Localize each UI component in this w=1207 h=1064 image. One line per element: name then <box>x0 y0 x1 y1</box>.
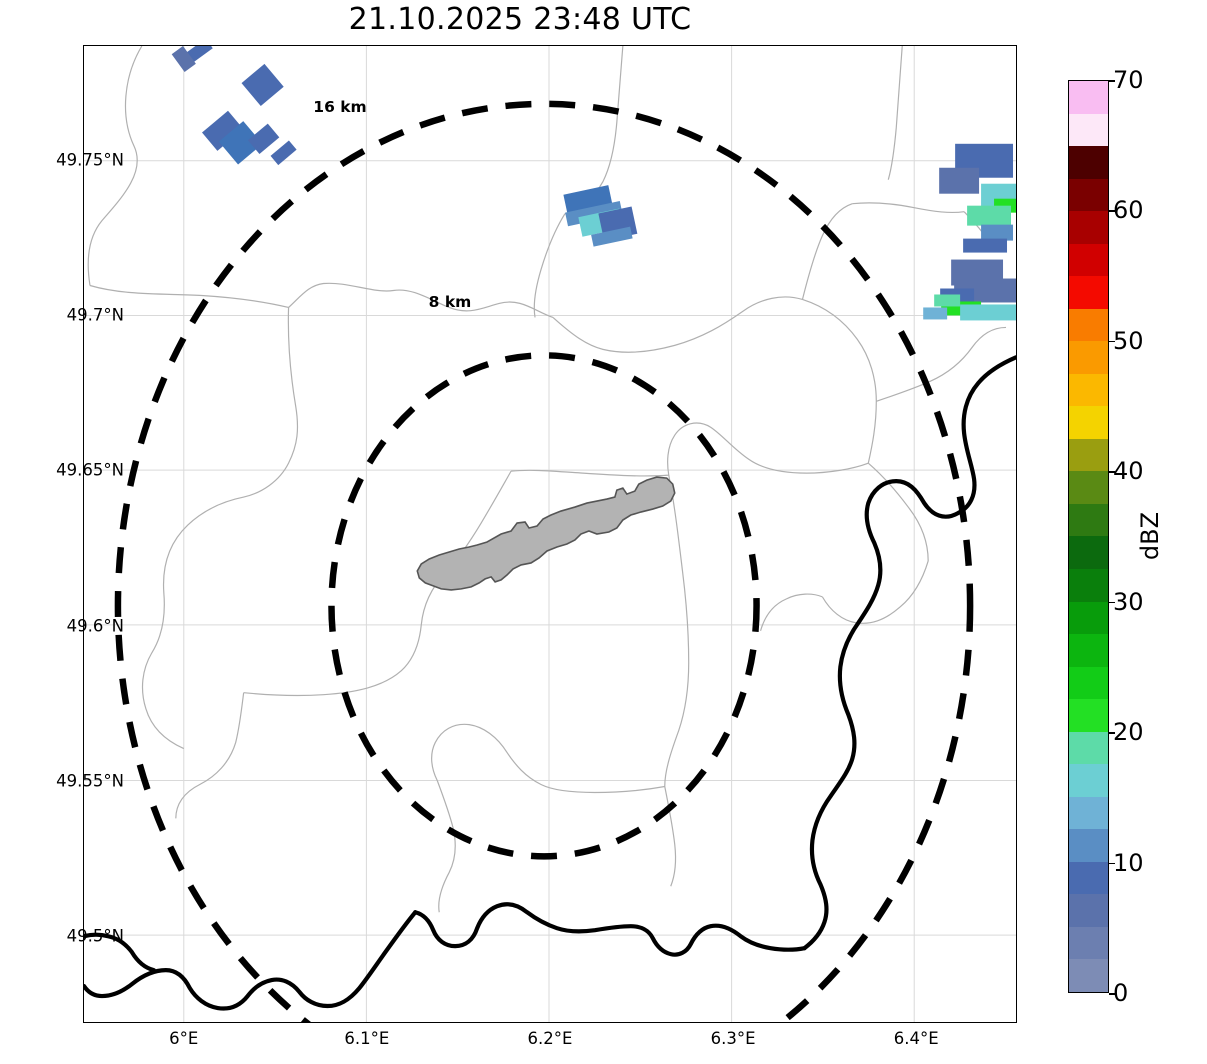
colorbar-band <box>1069 211 1108 244</box>
colorbar-band <box>1069 894 1108 927</box>
admin-boundaries <box>87 46 1007 913</box>
colorbar-tick: 60 <box>1113 196 1144 225</box>
colorbar-axis-label: dBZ <box>1136 511 1164 561</box>
colorbar-tick-mark <box>1109 993 1115 995</box>
y-axis-tick: 49.6°N <box>66 616 124 636</box>
colorbar-band <box>1069 926 1108 960</box>
range-ring-8km <box>328 352 760 860</box>
colorbar-band <box>1069 796 1108 830</box>
colorbar-tick-mark <box>1109 471 1115 473</box>
radar-echo-cell <box>923 307 948 320</box>
colorbar-tick: 30 <box>1113 587 1144 616</box>
radar-echo-cell <box>981 224 1014 241</box>
map-plot-area[interactable] <box>83 45 1017 1023</box>
radar-echo-cell <box>241 63 284 107</box>
colorbar-band <box>1069 146 1108 179</box>
colorbar-tick-mark <box>1109 210 1115 213</box>
colorbar-tick: 20 <box>1113 718 1144 747</box>
colorbar-band <box>1069 276 1108 309</box>
radar-echo-cell <box>247 123 280 155</box>
colorbar-band <box>1069 699 1108 732</box>
range-ring-label: 8 km <box>428 293 472 311</box>
radar-echo-cell <box>171 46 196 72</box>
page-title: 21.10.2025 23:48 UTC <box>348 2 692 37</box>
x-axis-tick: 6°E <box>169 1029 199 1048</box>
x-axis-tick: 6.1°E <box>344 1029 390 1048</box>
radar-echo-cell <box>202 110 244 151</box>
colorbar-band <box>1069 81 1108 114</box>
radar-echo-cell <box>963 238 1008 253</box>
colorbar-band <box>1069 829 1108 862</box>
country-border <box>84 355 1016 1011</box>
radar-echo-cell <box>270 140 297 166</box>
colorbar-band <box>1069 568 1108 602</box>
colorbar-band <box>1069 178 1108 212</box>
y-axis-tick: 49.75°N <box>56 150 124 170</box>
colorbar[interactable] <box>1068 80 1109 993</box>
colorbar-band <box>1069 373 1108 407</box>
colorbar-tick: 10 <box>1113 848 1144 877</box>
colorbar-band <box>1069 764 1108 797</box>
colorbar-tick-mark <box>1109 732 1115 734</box>
radar-echo-cell <box>967 205 1012 226</box>
x-axis-tick: 6.4°E <box>893 1029 939 1048</box>
radar-echo-cell <box>939 167 980 194</box>
x-axis-tick: 6.3°E <box>710 1029 756 1048</box>
colorbar-tick: 0 <box>1113 979 1129 1007</box>
city-polygon-luxembourg <box>416 476 676 591</box>
radar-echo-cell <box>184 46 213 64</box>
colorbar-band <box>1069 536 1108 569</box>
radar-echo-cell <box>934 294 961 307</box>
colorbar-band <box>1069 406 1108 439</box>
y-axis-tick: 49.55°N <box>56 771 124 791</box>
y-axis-tick: 49.65°N <box>56 460 124 480</box>
colorbar-tick: 40 <box>1113 457 1144 486</box>
colorbar-band <box>1069 601 1108 635</box>
colorbar-band <box>1069 438 1108 472</box>
colorbar-band <box>1069 959 1108 992</box>
colorbar-band <box>1069 634 1108 667</box>
colorbar-band <box>1069 861 1108 895</box>
y-axis-tick: 49.7°N <box>66 305 124 325</box>
range-ring-label: 16 km <box>313 98 367 116</box>
colorbar-tick-mark <box>1109 601 1115 604</box>
colorbar-band <box>1069 341 1108 374</box>
colorbar-tick-mark <box>1109 862 1115 865</box>
range-rings <box>114 100 974 1022</box>
colorbar-tick-mark <box>1109 80 1115 82</box>
colorbar-tick: 50 <box>1113 326 1144 355</box>
x-axis-tick: 6.2°E <box>527 1029 573 1048</box>
colorbar-band <box>1069 666 1108 700</box>
range-ring-16km <box>114 100 974 1022</box>
colorbar-band <box>1069 308 1108 342</box>
colorbar-band <box>1069 503 1108 537</box>
colorbar-band <box>1069 113 1108 147</box>
y-axis-tick: 49.5°N <box>66 926 124 946</box>
colorbar-band <box>1069 731 1108 765</box>
radar-echo-cell <box>591 226 633 247</box>
colorbar-tick-mark <box>1109 340 1115 343</box>
radar-echo-layer <box>171 46 1016 321</box>
map-canvas <box>84 46 1016 1022</box>
colorbar-tick: 70 <box>1113 66 1144 94</box>
colorbar-band <box>1069 243 1108 277</box>
radar-echo-cell <box>960 304 1016 321</box>
colorbar-band <box>1069 471 1108 504</box>
radar-echo-cell <box>218 121 263 165</box>
